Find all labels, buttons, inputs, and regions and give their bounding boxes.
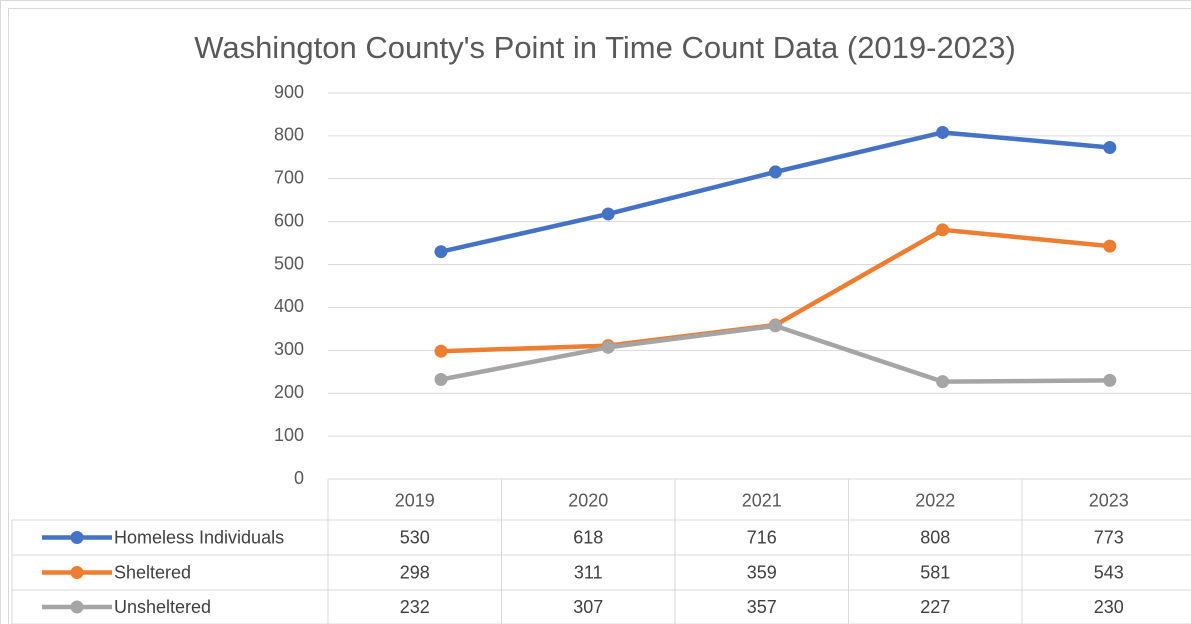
x-tick-label: 2022 xyxy=(915,490,955,510)
table-cell: 311 xyxy=(574,562,603,582)
point xyxy=(434,245,448,259)
x-tick-label: 2023 xyxy=(1089,490,1129,510)
table-cell: 227 xyxy=(920,597,950,617)
point xyxy=(1103,373,1117,387)
point xyxy=(768,165,782,179)
y-tick-label: 500 xyxy=(274,253,304,273)
x-tick-label: 2021 xyxy=(742,490,782,510)
point xyxy=(601,340,615,354)
legend-key-marker xyxy=(70,566,84,579)
table-cell: 307 xyxy=(573,597,603,617)
y-tick-label: 600 xyxy=(274,210,304,230)
plot-border xyxy=(8,8,1191,624)
table-cell: 230 xyxy=(1094,597,1124,617)
table-cell: 716 xyxy=(747,527,777,547)
point xyxy=(1103,140,1117,154)
point xyxy=(434,372,448,386)
table-cell: 581 xyxy=(920,562,950,582)
point xyxy=(768,319,782,333)
x-tick-label: 2019 xyxy=(395,490,435,510)
series-line xyxy=(440,323,1110,384)
table-cell: 530 xyxy=(400,527,430,547)
y-tick-label: 200 xyxy=(274,382,304,402)
legend-key-marker xyxy=(70,600,84,614)
y-tick-label: 300 xyxy=(274,339,304,359)
y-tick-label: 100 xyxy=(274,425,304,445)
x-tick-label: 2020 xyxy=(568,490,608,510)
table-cell: 808 xyxy=(920,527,950,547)
table-cell: 357 xyxy=(747,597,777,617)
y-tick-label: 800 xyxy=(274,125,304,145)
point xyxy=(434,344,448,358)
point xyxy=(936,375,950,389)
point xyxy=(1103,239,1117,253)
point xyxy=(601,207,615,221)
point xyxy=(936,223,950,237)
series-line xyxy=(440,130,1111,254)
table-cell: 543 xyxy=(1094,562,1124,582)
table-cell: 232 xyxy=(400,597,430,617)
table-cell: 359 xyxy=(747,562,777,582)
series-line xyxy=(440,227,1111,354)
y-tick-label: 700 xyxy=(274,168,304,188)
y-tick-label: 0 xyxy=(294,468,304,488)
legend-label: Homeless Individuals xyxy=(114,527,284,547)
legend-label: Unsheltered xyxy=(114,597,211,617)
legend-key-marker xyxy=(70,531,84,544)
point xyxy=(936,125,950,139)
y-tick-label: 400 xyxy=(274,296,304,316)
y-tick-label: 900 xyxy=(274,82,304,102)
legend-label: Sheltered xyxy=(114,562,191,582)
chart-title: Washington County's Point in Time Count … xyxy=(194,30,1016,65)
table-cell: 773 xyxy=(1094,527,1124,547)
table-cell: 618 xyxy=(573,527,603,547)
table-cell: 298 xyxy=(400,562,430,582)
